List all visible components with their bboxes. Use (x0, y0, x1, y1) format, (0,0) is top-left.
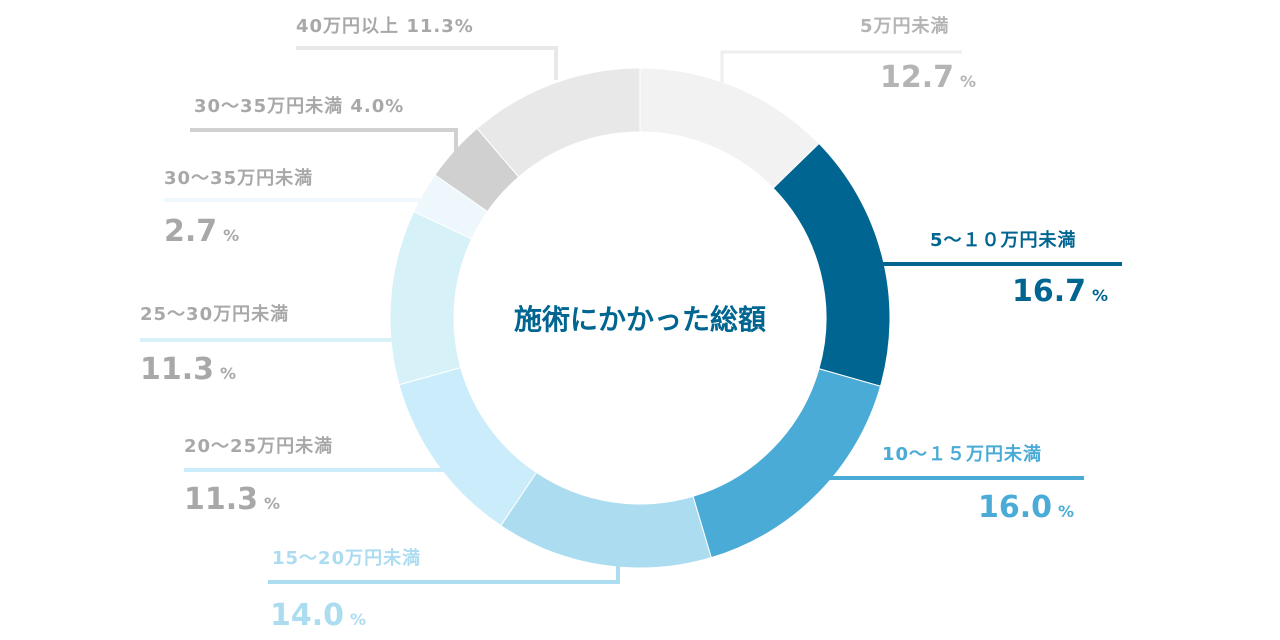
chart-title: 施術にかかった総額 (513, 303, 767, 336)
label-value-6: 2.7% (164, 214, 239, 249)
donut-slice-3 (500, 471, 712, 569)
value-unit-6: % (223, 226, 240, 245)
value-unit-4: % (264, 494, 281, 513)
label-category-4: 20～25万円未満 (184, 436, 334, 457)
value-unit-5: % (220, 364, 237, 383)
donut-slice-5 (389, 210, 473, 386)
donut-slice-8 (476, 67, 641, 178)
label-category-5: 25～30万円未満 (140, 304, 290, 325)
value-number-3: 14.0 (270, 598, 345, 633)
label-category-6: 30～35万円未満 (164, 168, 314, 189)
leader-line-8 (296, 46, 558, 80)
label-value-5: 11.3% (140, 352, 236, 387)
value-number-8: 11.3 (406, 16, 455, 37)
value-number-2: 16.0 (978, 490, 1053, 525)
label-category-text-7: 30～35万円未満 (194, 96, 344, 117)
label-category-7: 30～35万円未満 4.0% (194, 92, 404, 118)
value-number-6: 2.7 (164, 214, 218, 249)
value-unit-1: % (1092, 286, 1109, 305)
value-number-7: 4.0 (350, 96, 386, 117)
leader-line-0 (720, 50, 962, 82)
label-category-8: 40万円以上 11.3% (296, 12, 474, 38)
value-number-5: 11.3 (140, 352, 215, 387)
value-unit-8: % (454, 16, 474, 37)
value-number-1: 16.7 (1012, 274, 1087, 309)
donut-slice-2 (692, 368, 882, 559)
label-category-0: 5万円未満 (860, 16, 950, 37)
label-category-3: 15～20万円未満 (272, 548, 422, 569)
value-unit-2: % (1058, 502, 1075, 521)
label-category-text-8: 40万円以上 (296, 16, 400, 37)
value-number-0: 12.7 (880, 60, 955, 95)
label-value-4: 11.3% (184, 482, 280, 517)
donut-slice-4 (398, 367, 538, 527)
label-value-0: 12.7% (880, 60, 976, 95)
label-category-1: 5～１０万円未満 (930, 230, 1077, 251)
value-unit-3: % (350, 610, 367, 629)
value-unit-0: % (960, 72, 977, 91)
leader-line-3 (268, 560, 620, 584)
label-category-2: 10～１５万円未満 (882, 444, 1043, 465)
value-unit-7: % (385, 96, 405, 117)
leader-line-7 (190, 128, 458, 152)
donut-slice-1 (772, 142, 891, 387)
label-value-2: 16.0% (978, 490, 1074, 525)
value-number-4: 11.3 (184, 482, 259, 517)
label-value-3: 14.0% (270, 598, 366, 633)
label-value-1: 16.7% (1012, 274, 1108, 309)
